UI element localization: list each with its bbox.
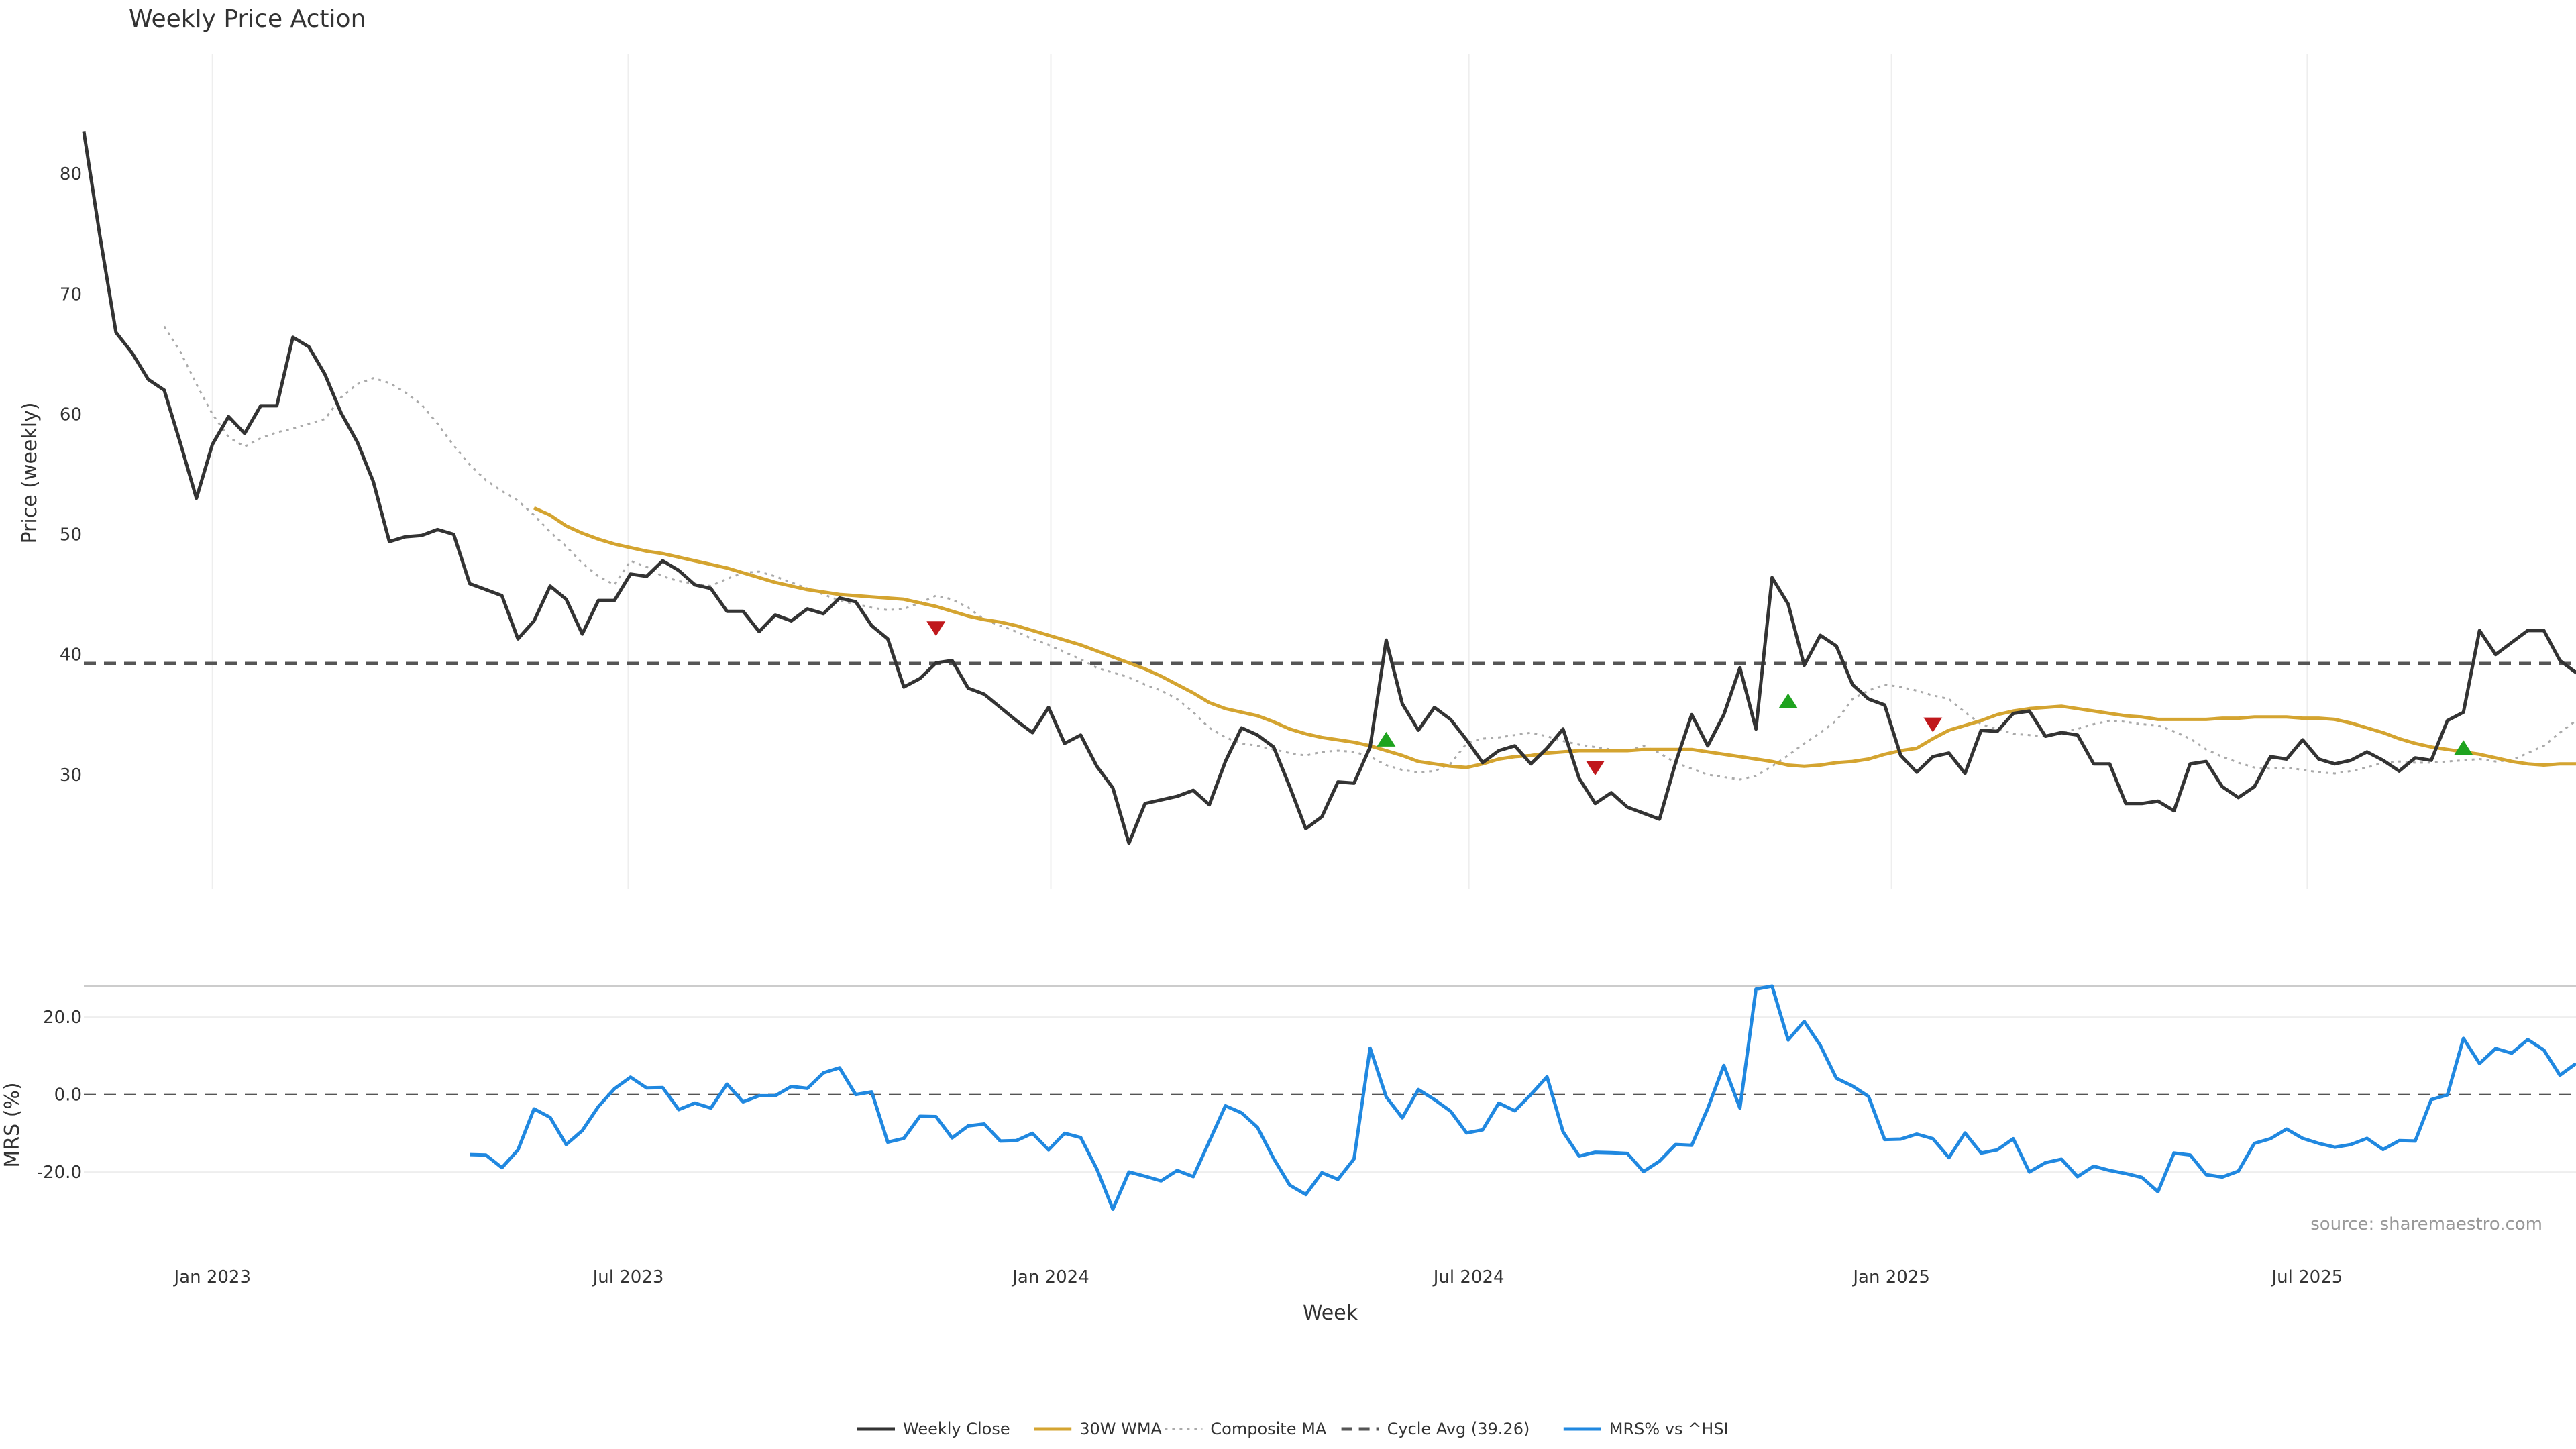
price-grid (211, 54, 2308, 889)
signal-marker-down (1923, 717, 1943, 733)
legend-label: MRS% vs ^HSI (1609, 1419, 1729, 1438)
mrs-series-layer (470, 984, 2576, 1211)
legend-item-30w-wma: 30W WMA (1034, 1419, 1163, 1438)
signal-marker-down (1585, 761, 1605, 776)
mrs-grid (84, 1016, 2576, 1173)
mrs-y-ticks: 20.0 0.0 -20.0 (37, 1008, 82, 1183)
series-mrs-vs-hsi (470, 984, 2576, 1211)
price-y-tick-label: 60 (60, 405, 82, 425)
price-y-ticks: 30 40 50 60 70 80 (60, 164, 82, 786)
price-y-tick-label: 40 (60, 645, 82, 665)
signal-markers (926, 621, 2473, 776)
legend-label: Composite MA (1210, 1419, 1326, 1438)
legend-item-weekly-close: Weekly Close (857, 1419, 1010, 1438)
x-tick-label: Jan 2025 (1851, 1267, 1930, 1287)
x-tick-label: Jan 2023 (172, 1267, 251, 1287)
price-y-tick-label: 80 (60, 164, 82, 184)
legend-label: 30W WMA (1079, 1419, 1162, 1438)
x-tick-label: Jan 2024 (1011, 1267, 1089, 1287)
x-axis-label: Week (1303, 1301, 1358, 1325)
signal-marker-down (926, 621, 946, 637)
x-tick-label: Jul 2025 (2270, 1267, 2343, 1287)
price-y-tick-label: 30 (60, 765, 82, 786)
mrs-y-tick-label: 20.0 (43, 1008, 82, 1028)
series-30w-wma (533, 506, 2576, 769)
source-label: source: sharemaestro.com (2310, 1214, 2542, 1234)
mrs-y-tick-label: 0.0 (54, 1085, 82, 1106)
signal-marker-up (1778, 693, 1798, 708)
series-composite-ma (163, 325, 2576, 781)
chart-title: Weekly Price Action (129, 5, 366, 33)
x-axis-ticks: Jan 2023 Jul 2023 Jan 2024 Jul 2024 Jan 2025… (172, 1267, 2343, 1287)
legend-label: Weekly Close (903, 1419, 1010, 1438)
price-y-axis-label: Price (weekly) (18, 402, 42, 543)
price-y-tick-label: 70 (60, 284, 82, 305)
x-tick-label: Jul 2023 (592, 1267, 664, 1287)
legend-label: Cycle Avg (39.26) (1387, 1419, 1530, 1438)
legend-item-composite-ma: Composite MA (1165, 1419, 1327, 1438)
signal-marker-up (2454, 740, 2473, 755)
legend-item-cycle-avg-39-26: Cycle Avg (39.26) (1341, 1419, 1530, 1438)
series-weekly-close (82, 131, 2576, 845)
mrs-y-tick-label: -20.0 (37, 1163, 82, 1183)
legend: Weekly Close 30W WMA Composite MA Cycle Avg… (857, 1419, 1729, 1438)
price-series-layer (82, 131, 2576, 845)
price-y-tick-label: 50 (60, 525, 82, 545)
x-tick-label: Jul 2024 (1432, 1267, 1505, 1287)
mrs-y-axis-label: MRS (%) (1, 1082, 24, 1167)
legend-item-mrs-vs-hsi: MRS% vs ^HSI (1563, 1419, 1729, 1438)
signal-marker-up (1377, 731, 1396, 747)
